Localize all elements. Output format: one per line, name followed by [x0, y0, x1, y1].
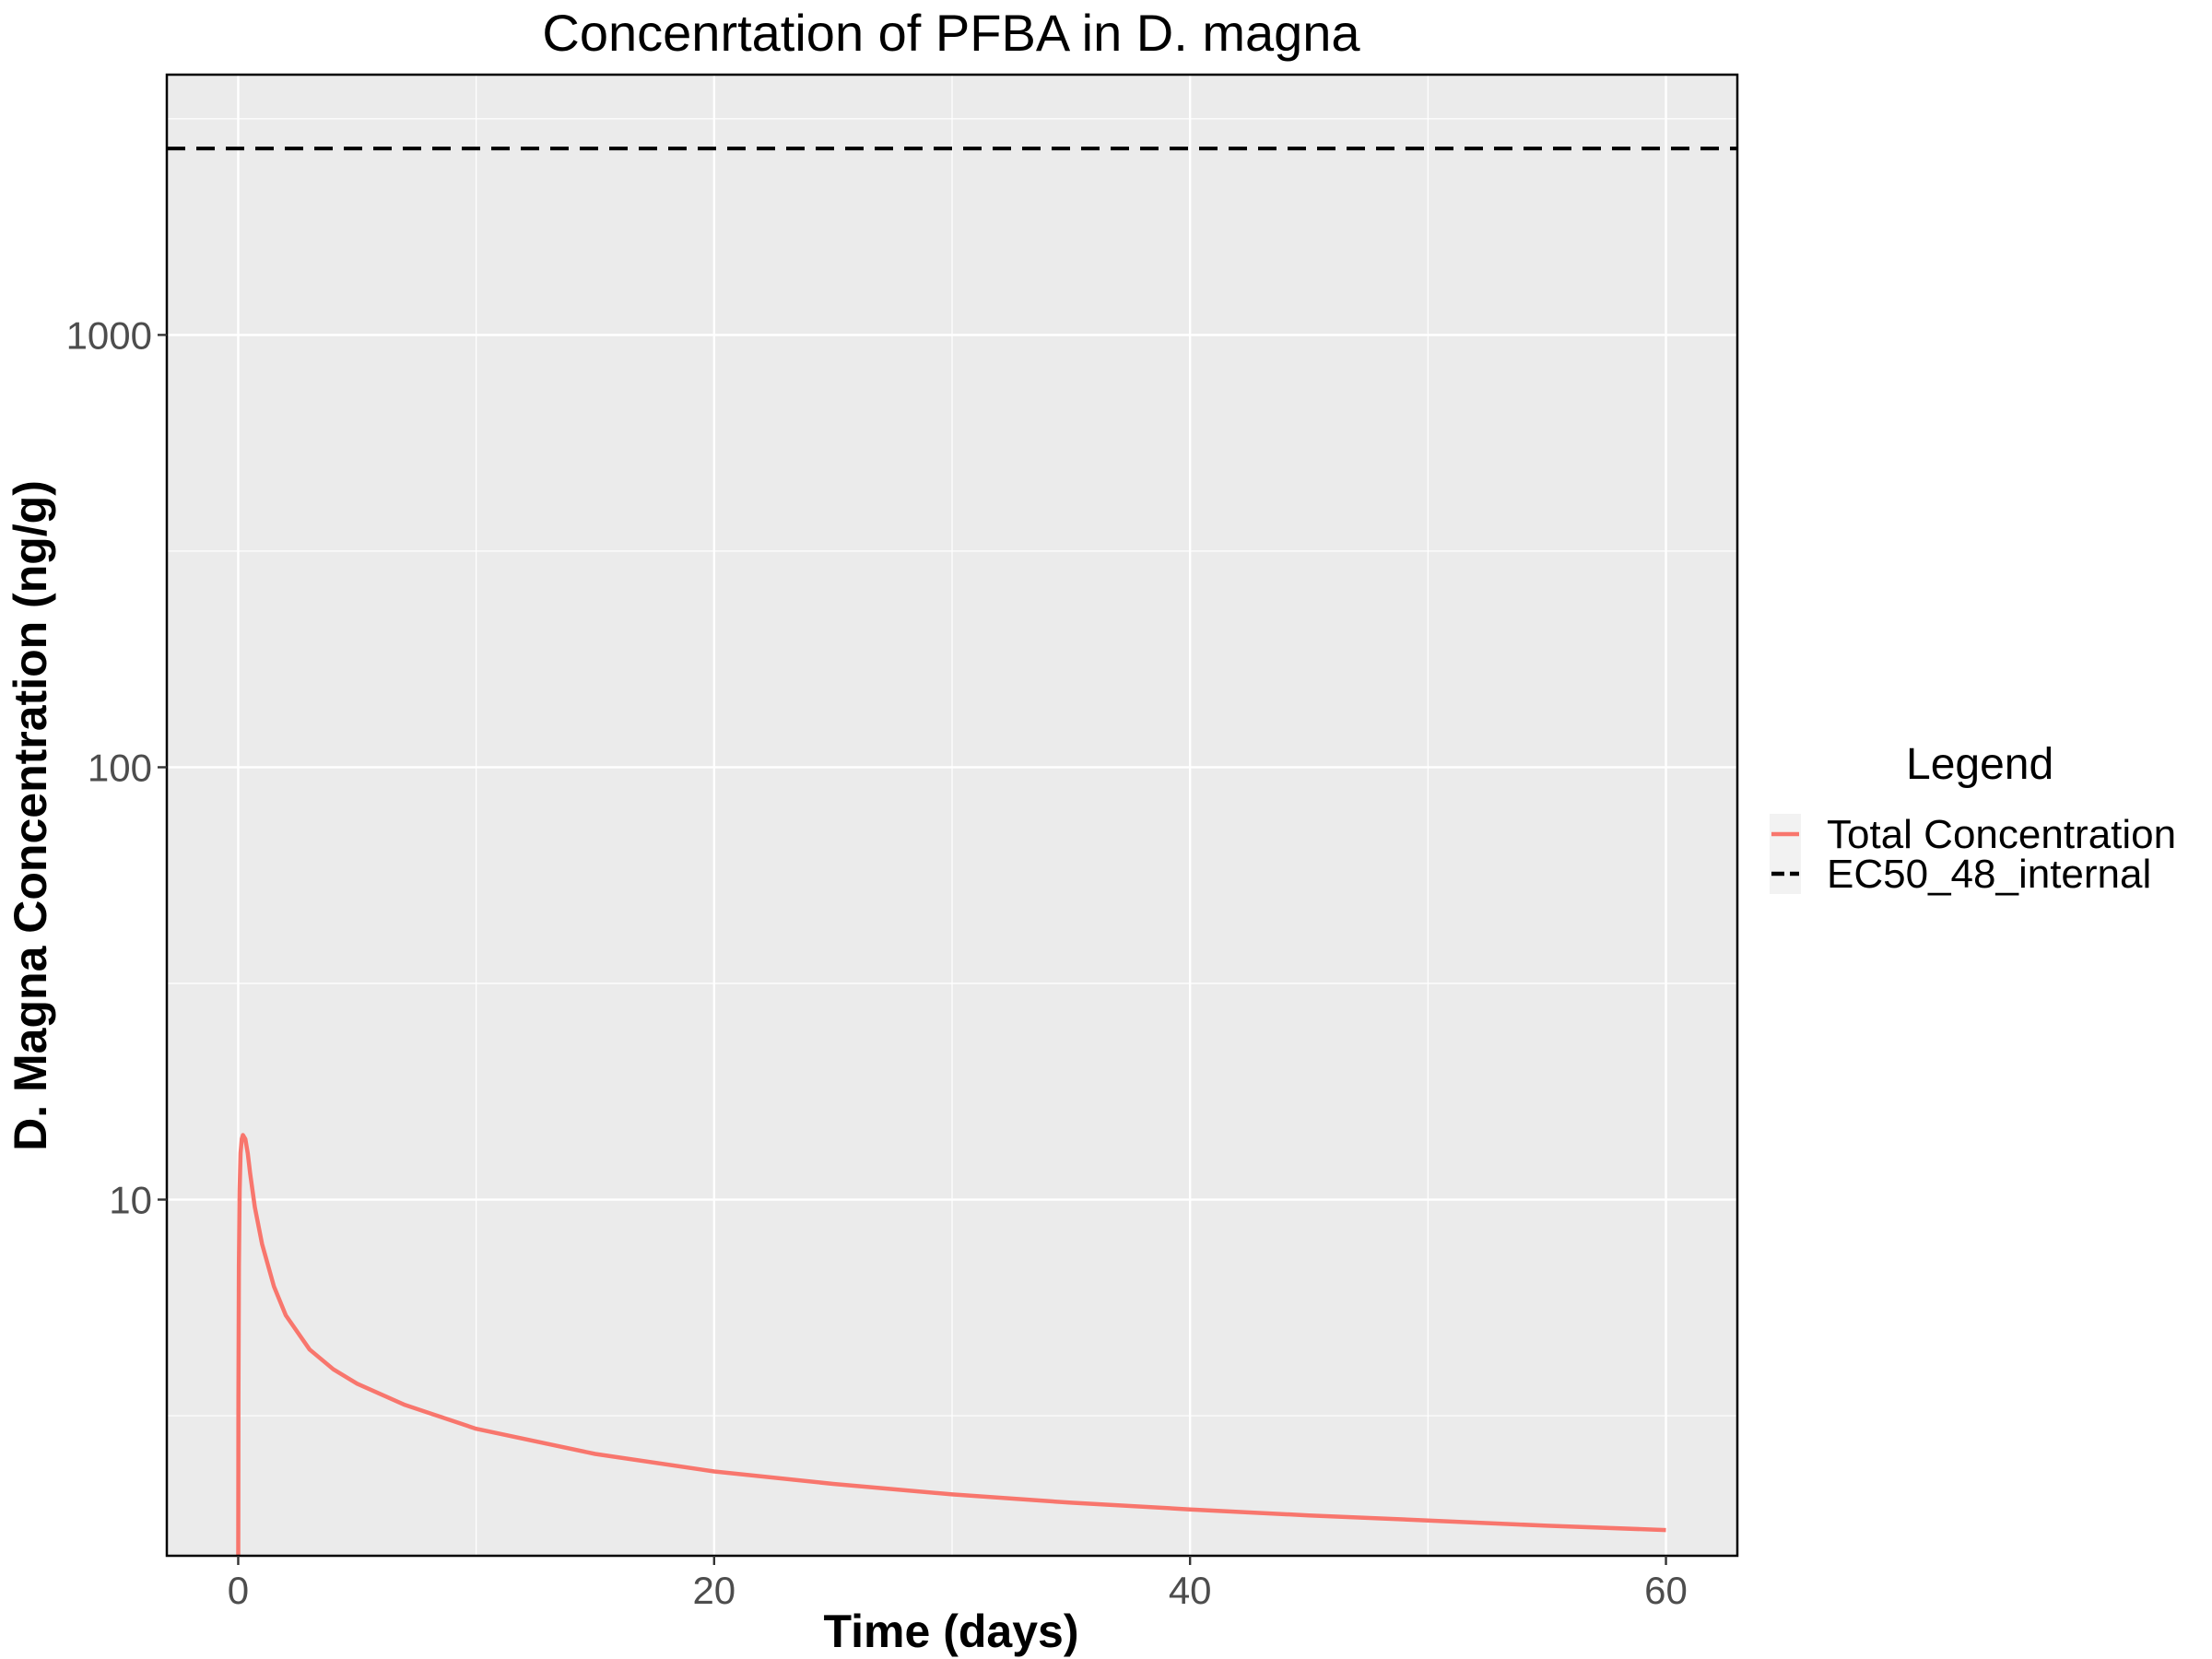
- legend-label: EC50_48_internal: [1827, 852, 2151, 897]
- series-line-total-concentration: [236, 1133, 1666, 1557]
- legend-label: Total Concentration: [1827, 812, 2176, 857]
- y-axis-title: D. Magna Concentration (ng/g): [5, 480, 56, 1151]
- x-axis-ticks: 0 20 40 60: [228, 1556, 1688, 1612]
- y-tick-label: 10: [109, 1179, 152, 1222]
- grid-lines: [167, 75, 1737, 1556]
- y-tick-label: 1000: [66, 313, 152, 357]
- x-tick-label: 60: [1644, 1569, 1688, 1612]
- x-tick-label: 20: [692, 1569, 735, 1612]
- legend-title: Legend: [1906, 740, 2053, 789]
- x-axis-title: Time (days): [824, 1606, 1079, 1657]
- x-tick-label: 40: [1169, 1569, 1212, 1612]
- legend: Legend Total ConcentrationEC50_48_intern…: [1770, 740, 2176, 897]
- y-tick-label: 100: [88, 746, 152, 789]
- series-layer: [167, 147, 1737, 1557]
- y-axis-ticks: 10 100 1000: [66, 313, 167, 1222]
- x-tick-label: 0: [228, 1569, 249, 1612]
- chart-title: Concenrtation of PFBA in D. magna: [542, 4, 1360, 62]
- plot-border: [165, 73, 1739, 1558]
